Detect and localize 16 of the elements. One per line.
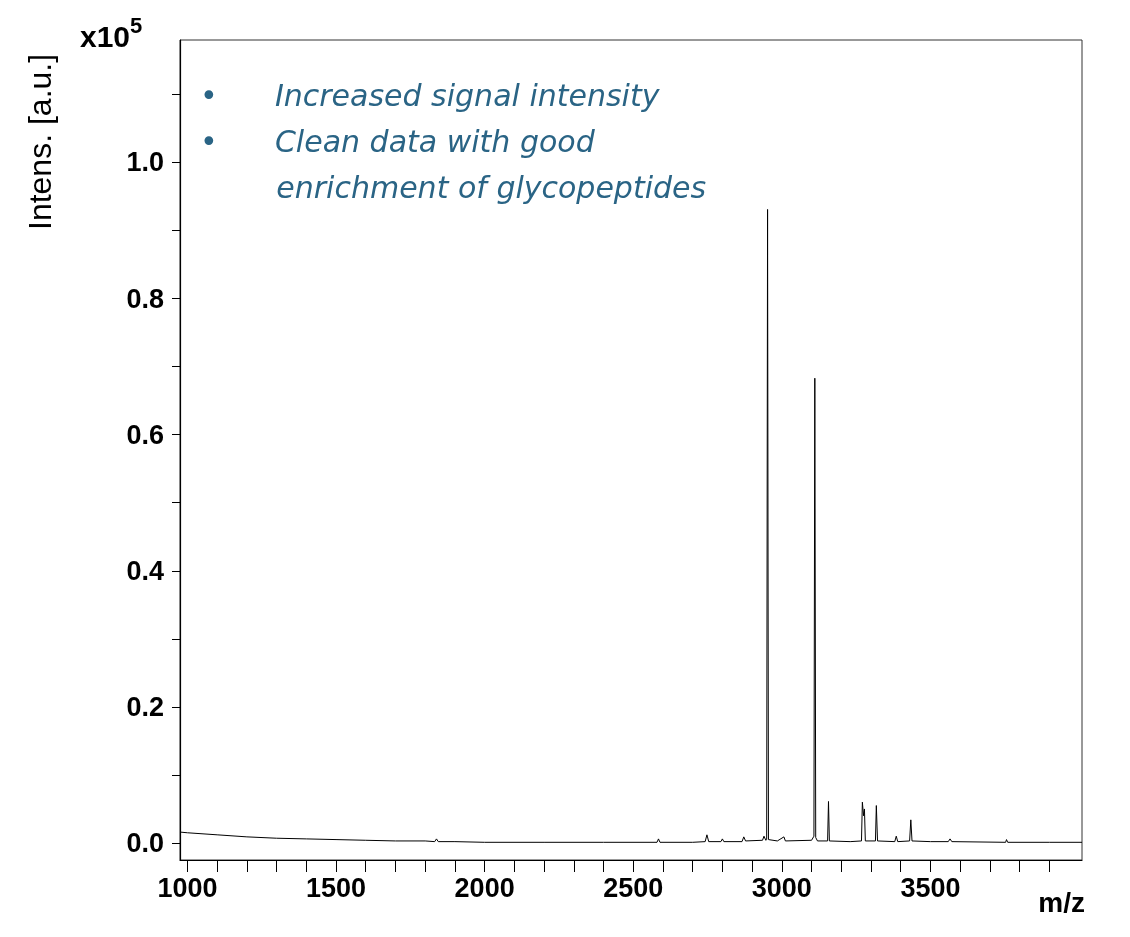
x-tick-label: 1500 bbox=[305, 872, 367, 903]
x-tick-label: 3500 bbox=[900, 872, 961, 903]
y-tick-label: 0.0 bbox=[126, 827, 164, 858]
x-tick-label: 3000 bbox=[751, 872, 812, 903]
y-tick-label: 0.8 bbox=[126, 283, 164, 314]
y-tick-label: 0.2 bbox=[126, 691, 164, 722]
annotation: • Increased signal intensity bbox=[200, 77, 661, 113]
y-tick-label: 0.6 bbox=[126, 419, 164, 450]
annotation: • Clean data with good enrichment of glycopeptides bbox=[200, 123, 707, 205]
x-axis-title: m/z bbox=[1038, 886, 1086, 918]
x-tick-label: 1000 bbox=[157, 872, 218, 903]
x-tick-label: 2500 bbox=[603, 872, 664, 903]
y-tick-label: 1.0 bbox=[126, 147, 164, 178]
y-axis-title: Intens. [a.u.] bbox=[22, 53, 58, 230]
x-tick-label: 2000 bbox=[454, 872, 515, 903]
y-tick-label: 0.4 bbox=[126, 555, 164, 586]
